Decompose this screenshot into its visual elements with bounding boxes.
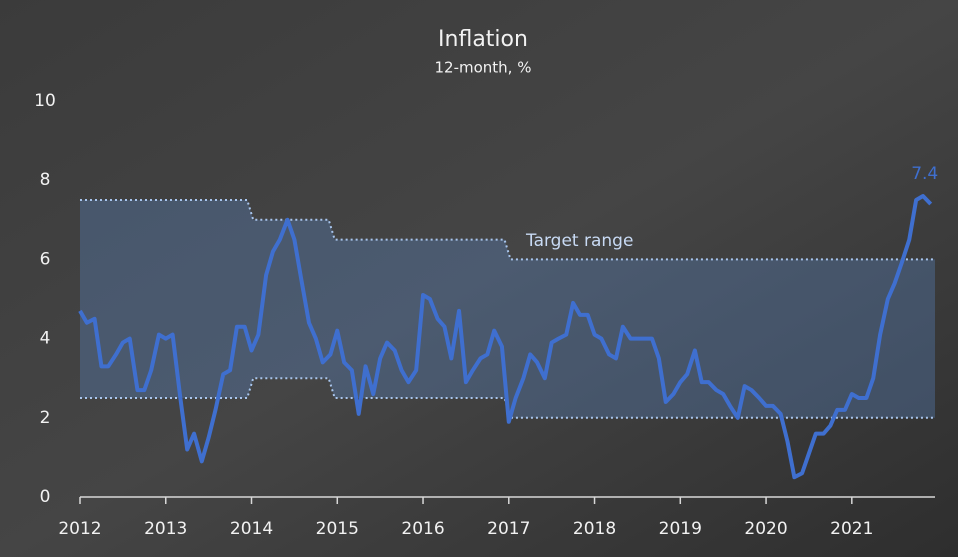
y-tick-label: 0 xyxy=(40,487,51,507)
page: Inflation 12-month, % Target range 0 2 4 6 8 1… xyxy=(0,0,958,557)
y-tick-label: 2 xyxy=(40,408,51,428)
x-tick-label: 2020 xyxy=(744,519,787,539)
x-tick-label: 2015 xyxy=(316,519,359,539)
x-tick-label: 2018 xyxy=(573,519,616,539)
x-tick-label: 2021 xyxy=(830,519,873,539)
x-tick-label: 2014 xyxy=(230,519,273,539)
x-tick-label: 2016 xyxy=(401,519,444,539)
last-value-label: 7.4 xyxy=(911,164,938,184)
chart: Inflation 12-month, % Target range 0 2 4 6 8 1… xyxy=(0,0,958,557)
x-tick-label: 2017 xyxy=(487,519,530,539)
y-tick-label: 8 xyxy=(40,170,51,190)
chart-title: Inflation xyxy=(438,27,528,52)
chart-subtitle: 12-month, % xyxy=(435,59,532,77)
x-tick-label: 2019 xyxy=(659,519,702,539)
y-tick-label: 6 xyxy=(40,249,51,269)
y-tick-label: 4 xyxy=(40,329,51,349)
x-tick-label: 2013 xyxy=(144,519,187,539)
target-label: Target range xyxy=(525,231,633,251)
y-tick-label: 10 xyxy=(34,91,56,111)
x-tick-label: 2012 xyxy=(58,519,101,539)
